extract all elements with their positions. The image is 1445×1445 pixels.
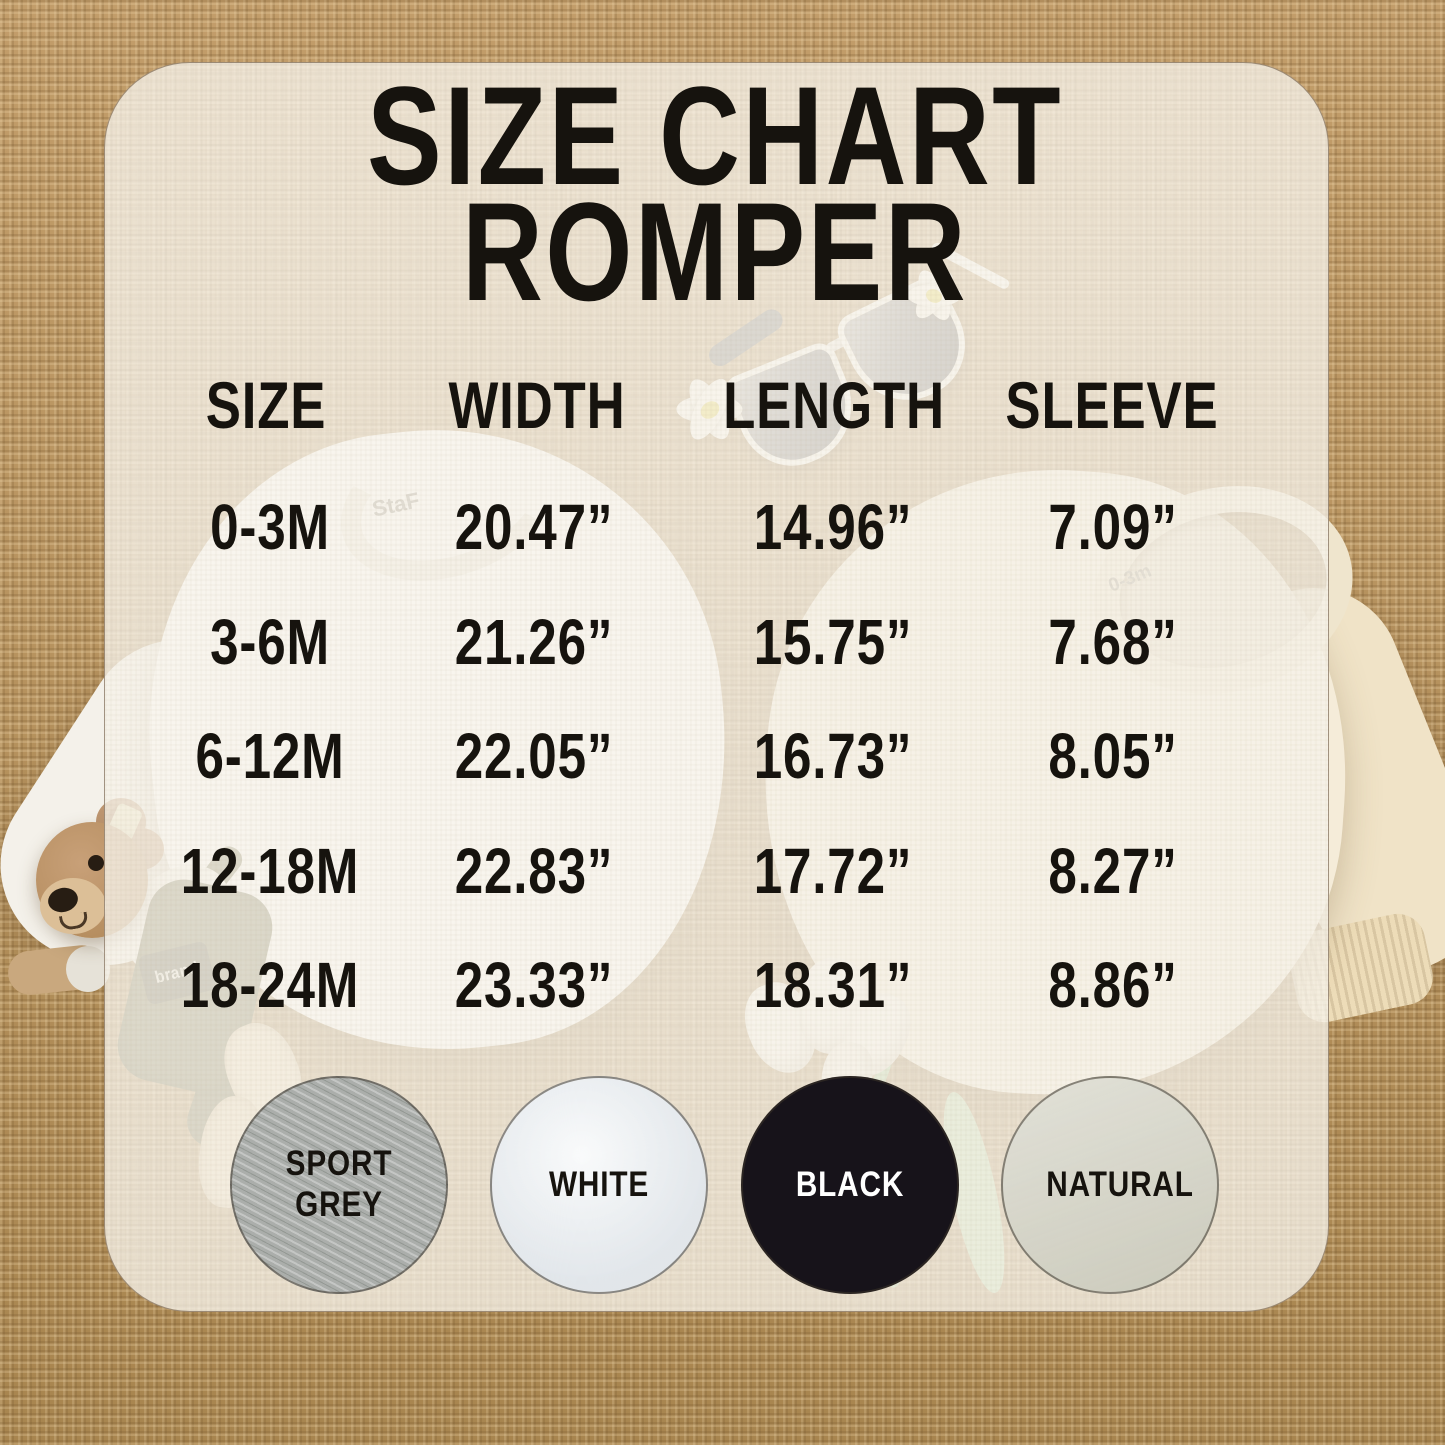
- size-cell: 18-24M: [180, 949, 360, 1021]
- color-swatch-sport-grey: SPORT GREY: [230, 1076, 448, 1294]
- size-cell: 12-18M: [180, 835, 360, 907]
- length-cell: 16.73”: [753, 720, 913, 792]
- swatch-label: SPORT GREY: [285, 1144, 393, 1224]
- length-cell: 14.96”: [753, 491, 913, 563]
- color-swatch-white: WHITE: [490, 1076, 708, 1294]
- color-swatch-black: BLACK: [741, 1076, 959, 1294]
- teddy-bear-paw: [66, 946, 110, 992]
- color-swatch-natural: NATURAL: [1001, 1076, 1219, 1294]
- width-cell: 21.26”: [454, 606, 614, 678]
- sleeve-cell: 8.86”: [1048, 949, 1178, 1021]
- sleeve-cell: 7.09”: [1048, 491, 1178, 563]
- chart-title-line2: ROMPER: [462, 173, 968, 330]
- width-cell: 22.05”: [454, 720, 614, 792]
- sleeve-cell: 8.05”: [1048, 720, 1178, 792]
- width-cell: 20.47”: [454, 491, 614, 563]
- width-cell: 23.33”: [454, 949, 614, 1021]
- length-cell: 18.31”: [753, 949, 913, 1021]
- length-cell: 17.72”: [753, 835, 913, 907]
- swatch-label: NATURAL: [1046, 1164, 1194, 1204]
- width-cell: 22.83”: [454, 835, 614, 907]
- size-cell: 0-3M: [210, 491, 330, 563]
- size-cell: 6-12M: [195, 720, 345, 792]
- swatch-label: BLACK: [795, 1164, 905, 1204]
- column-header-length: LENGTH: [723, 368, 945, 442]
- column-header-size: SIZE: [205, 368, 327, 442]
- sleeve-cell: 7.68”: [1048, 606, 1178, 678]
- swatch-label: WHITE: [548, 1164, 650, 1204]
- teddy-bear-eye: [88, 855, 104, 871]
- size-cell: 3-6M: [210, 606, 330, 678]
- column-header-sleeve: SLEEVE: [1005, 368, 1219, 442]
- chart-title-line1: SIZE CHART: [367, 57, 1063, 214]
- column-header-width: WIDTH: [448, 368, 626, 442]
- length-cell: 15.75”: [753, 606, 913, 678]
- sleeve-cell: 8.27”: [1048, 835, 1178, 907]
